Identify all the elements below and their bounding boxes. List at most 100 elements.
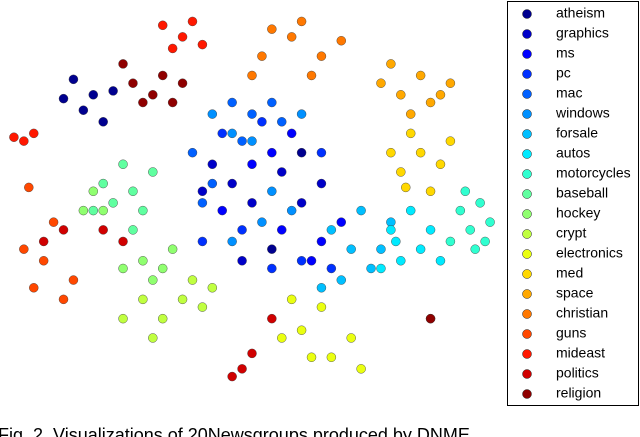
point	[296, 16, 307, 27]
point	[128, 225, 138, 235]
legend-label: mac	[556, 85, 582, 101]
point	[346, 244, 356, 254]
legend-marker	[522, 9, 532, 19]
point	[485, 217, 495, 227]
point	[316, 236, 327, 247]
point	[296, 256, 307, 266]
legend-label: motorcycles	[556, 165, 631, 181]
point	[247, 109, 257, 119]
legend-label: autos	[556, 145, 590, 161]
point	[326, 352, 337, 362]
point	[415, 244, 426, 254]
point	[98, 205, 108, 216]
legend-marker	[522, 269, 532, 279]
legend-marker	[522, 69, 532, 79]
point	[257, 217, 267, 227]
point	[68, 74, 79, 85]
point	[306, 256, 317, 266]
point	[267, 186, 277, 196]
point	[197, 198, 208, 208]
point	[197, 39, 208, 50]
legend-marker	[522, 189, 532, 199]
legend-marker	[522, 129, 532, 139]
point	[277, 333, 287, 343]
point	[58, 93, 69, 104]
point	[88, 90, 98, 100]
point	[19, 244, 29, 254]
point	[197, 236, 208, 247]
legend-label: forsale	[556, 125, 598, 141]
plot-area	[9, 16, 495, 382]
point	[316, 302, 327, 312]
point	[470, 244, 480, 254]
legend-label: religion	[556, 385, 601, 401]
point	[465, 225, 475, 235]
point	[445, 136, 456, 146]
point	[406, 109, 416, 119]
point	[460, 186, 470, 196]
point	[118, 313, 128, 324]
point	[247, 70, 257, 81]
point	[98, 117, 108, 127]
point	[38, 256, 49, 266]
point	[376, 78, 386, 88]
point	[277, 117, 287, 127]
point	[19, 136, 29, 146]
legend-marker	[522, 109, 532, 119]
point	[257, 51, 267, 61]
point	[306, 70, 317, 81]
point	[356, 205, 366, 216]
point	[128, 78, 138, 88]
point	[138, 205, 148, 216]
point	[336, 217, 346, 227]
point	[296, 147, 307, 158]
point	[58, 294, 69, 305]
point	[237, 364, 247, 374]
point	[177, 32, 188, 42]
point	[425, 313, 436, 324]
point	[406, 128, 416, 139]
point	[445, 78, 456, 88]
point	[148, 333, 158, 343]
legend-marker	[522, 29, 532, 39]
point	[207, 109, 218, 119]
legend-marker	[522, 169, 532, 179]
point	[148, 167, 158, 177]
point	[396, 90, 406, 100]
point	[108, 198, 118, 208]
point	[257, 117, 267, 127]
point	[267, 244, 277, 254]
legend-marker	[522, 149, 532, 159]
point	[391, 236, 401, 247]
point	[197, 186, 208, 196]
point	[286, 205, 297, 216]
point	[366, 263, 376, 274]
legend-label: crypt	[556, 225, 586, 241]
point	[396, 256, 406, 266]
legend-box	[507, 1, 639, 406]
point	[267, 313, 277, 324]
point	[128, 186, 138, 196]
point	[435, 159, 446, 169]
legend-label: politics	[556, 365, 599, 381]
point	[267, 147, 277, 158]
point	[118, 263, 128, 274]
point	[277, 167, 287, 177]
point	[177, 78, 188, 88]
point	[177, 294, 188, 305]
point	[237, 225, 247, 235]
point	[435, 90, 446, 100]
point	[227, 236, 237, 247]
point	[425, 225, 436, 235]
point	[24, 182, 34, 193]
legend-marker	[522, 249, 532, 259]
legend-label: windows	[555, 105, 610, 121]
point	[415, 70, 426, 81]
point	[356, 364, 366, 374]
point	[78, 205, 89, 216]
point	[217, 128, 227, 139]
point	[38, 236, 49, 247]
legend-marker	[522, 49, 532, 59]
point	[296, 325, 307, 335]
legend: atheism graphics ms pc mac windows forsale auto…	[522, 5, 631, 401]
